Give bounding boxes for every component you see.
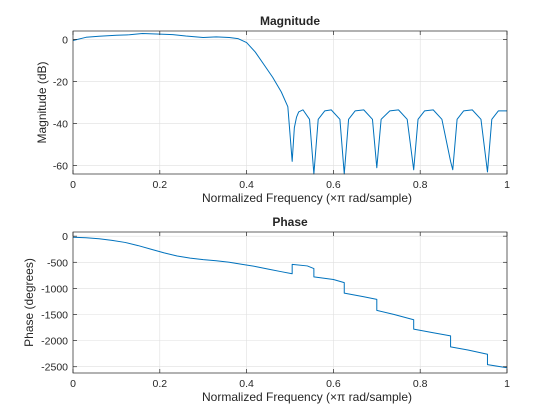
magnitude-x-tick-label: 0.6 bbox=[326, 179, 341, 191]
phase-series-line bbox=[72, 236, 508, 369]
phase-x-tick-label: 0.4 bbox=[239, 378, 254, 390]
magnitude-title: Magnitude bbox=[260, 14, 320, 28]
magnitude-x-tick-label: 0 bbox=[70, 179, 76, 191]
magnitude-axes-frame bbox=[72, 30, 508, 175]
phase-y-tick-label: -1000 bbox=[41, 283, 68, 295]
magnitude-y-axis-label: Magnitude (dB) bbox=[35, 61, 49, 143]
magnitude-plot-area bbox=[73, 31, 507, 174]
magnitude-plot: 0 0.2 0.4 0.6 0.8 1 0 -20 -40 -60 Magnitude Normali… bbox=[35, 14, 510, 205]
phase-y-tick-label: -2000 bbox=[41, 336, 68, 348]
magnitude-x-axis-label: Normalized Frequency (×π rad/sample) bbox=[202, 191, 412, 205]
phase-plot-area bbox=[73, 232, 507, 373]
phase-x-tick-label: 0.8 bbox=[413, 378, 428, 390]
phase-x-axis-label: Normalized Frequency (×π rad/sample) bbox=[202, 390, 412, 404]
phase-plot: 0 0.2 0.4 0.6 0.8 1 0 -500 -1000 -1500 -2000 -2500 P… bbox=[22, 215, 510, 404]
phase-y-tick-label: -1500 bbox=[41, 310, 68, 322]
phase-y-tick-label: -2500 bbox=[41, 362, 68, 374]
magnitude-x-tick-label: 0.2 bbox=[152, 179, 167, 191]
phase-axes-frame bbox=[72, 231, 508, 374]
phase-x-tick-label: 0 bbox=[70, 378, 76, 390]
phase-title: Phase bbox=[272, 215, 308, 229]
phase-x-tick-label: 0.2 bbox=[152, 378, 167, 390]
magnitude-y-tick-label: -20 bbox=[53, 76, 68, 88]
phase-x-tick-label: 0.6 bbox=[326, 378, 341, 390]
magnitude-x-tick-label: 0.4 bbox=[239, 179, 254, 191]
phase-y-axis-label: Phase (degrees) bbox=[22, 258, 36, 347]
phase-y-tick-label: -500 bbox=[47, 257, 68, 269]
magnitude-x-tick-label: 0.8 bbox=[413, 179, 428, 191]
phase-x-tick-label: 1 bbox=[504, 378, 510, 390]
magnitude-y-tick-label: -60 bbox=[53, 161, 68, 173]
magnitude-y-tick-label: 0 bbox=[62, 34, 68, 46]
magnitude-x-tick-label: 1 bbox=[504, 179, 510, 191]
phase-y-tick-label: 0 bbox=[62, 231, 68, 243]
magnitude-series-line bbox=[72, 33, 507, 175]
magnitude-y-tick-label: -40 bbox=[53, 119, 68, 131]
